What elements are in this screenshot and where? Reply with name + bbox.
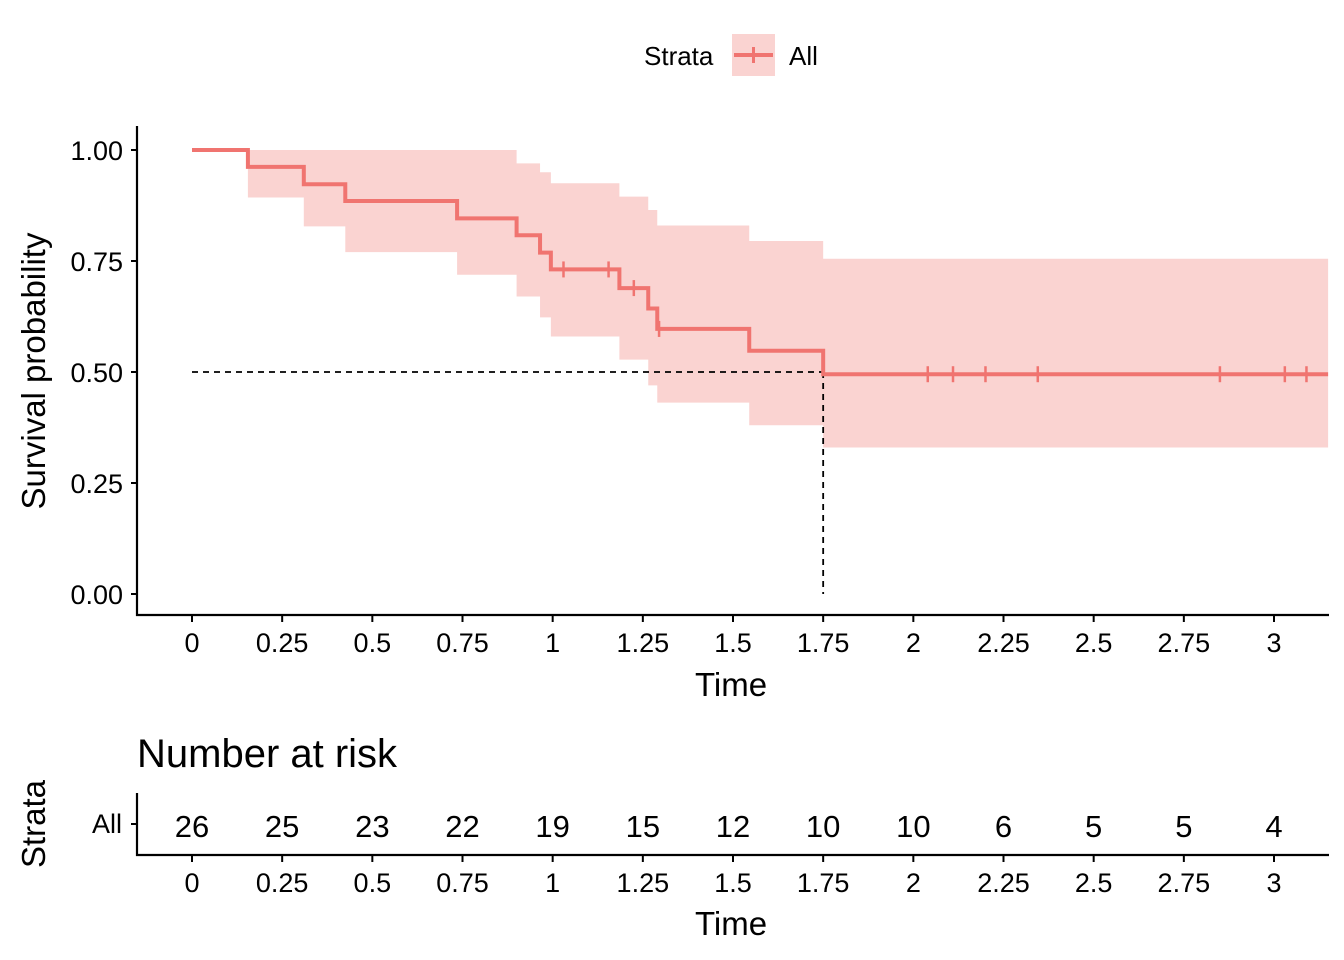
median-survival-lines [192,371,825,594]
x-tick-label: 1 [545,628,560,658]
risk-x-axis-ticks: 0 0.25 0.5 0.75 1 1.25 1.5 1.75 2 2.25 2.5 2.75 3 [184,855,1282,898]
risk-x-tick-label: 0.75 [436,868,489,898]
y-tick-label: 0.00 [70,580,123,610]
risk-values: 26 25 23 22 19 15 12 10 10 6 5 5 4 [175,809,1283,844]
y-axis-ticks: 0.00 0.25 0.50 0.75 1.00 [70,136,137,610]
censor-marks [562,261,1308,383]
risk-value: 15 [626,809,660,844]
risk-value: 4 [1265,809,1282,844]
x-axis-title: Time [695,666,767,703]
risk-x-tick-label: 0 [184,868,199,898]
risk-value: 23 [355,809,389,844]
legend-entry-all: All [789,41,818,71]
legend: Strata All [644,34,818,76]
risk-x-tick-label: 1.25 [617,868,670,898]
x-tick-label: 0.5 [354,628,392,658]
x-tick-label: 1.25 [617,628,670,658]
risk-value: 12 [716,809,750,844]
y-tick-label: 1.00 [70,136,123,166]
risk-row-label-all: All [92,809,122,839]
risk-x-tick-label: 2 [906,868,921,898]
y-tick-label: 0.75 [70,247,123,277]
risk-x-tick-label: 2.75 [1158,868,1211,898]
survival-plot: 0.00 0.25 0.50 0.75 1.00 0 0.25 0.5 0.75 1 1.25 1.… [15,126,1329,703]
risk-value: 22 [445,809,479,844]
risk-table-y-title: Strata [15,779,52,868]
risk-value: 25 [265,809,299,844]
y-axis-title: Survival probability [15,232,52,509]
risk-value: 5 [1175,809,1192,844]
x-tick-label: 0 [184,628,199,658]
risk-x-tick-label: 0.5 [354,868,392,898]
x-tick-label: 0.75 [436,628,489,658]
legend-title: Strata [644,41,714,71]
x-tick-label: 2.75 [1158,628,1211,658]
risk-table: Number at risk Strata All 26 25 23 22 19 15 12… [15,732,1329,942]
x-tick-label: 1.75 [797,628,850,658]
risk-x-tick-label: 1 [545,868,560,898]
x-axis-ticks: 0 0.25 0.5 0.75 1 1.25 1.5 1.75 2 2.25 2.5 2.75 3 [184,615,1282,658]
risk-x-tick-label: 3 [1266,868,1281,898]
risk-value: 19 [535,809,569,844]
risk-x-tick-label: 1.75 [797,868,850,898]
risk-table-title: Number at risk [137,732,398,776]
x-tick-label: 3 [1266,628,1281,658]
survival-curve [192,148,1329,377]
risk-x-tick-label: 2.25 [977,868,1030,898]
y-tick-label: 0.50 [70,358,123,388]
x-tick-label: 1.5 [714,628,752,658]
risk-x-tick-label: 2.5 [1075,868,1113,898]
risk-value: 6 [995,809,1012,844]
x-tick-label: 2 [906,628,921,658]
x-tick-label: 2.5 [1075,628,1113,658]
risk-value: 10 [806,809,840,844]
risk-x-tick-label: 0.25 [256,868,309,898]
x-tick-label: 2.25 [977,628,1030,658]
risk-value: 10 [896,809,930,844]
risk-x-axis-title: Time [695,905,767,942]
y-tick-label: 0.25 [70,469,123,499]
risk-value: 26 [175,809,209,844]
risk-value: 5 [1085,809,1102,844]
x-tick-label: 0.25 [256,628,309,658]
confidence-band [192,150,1329,448]
risk-x-tick-label: 1.5 [714,868,752,898]
